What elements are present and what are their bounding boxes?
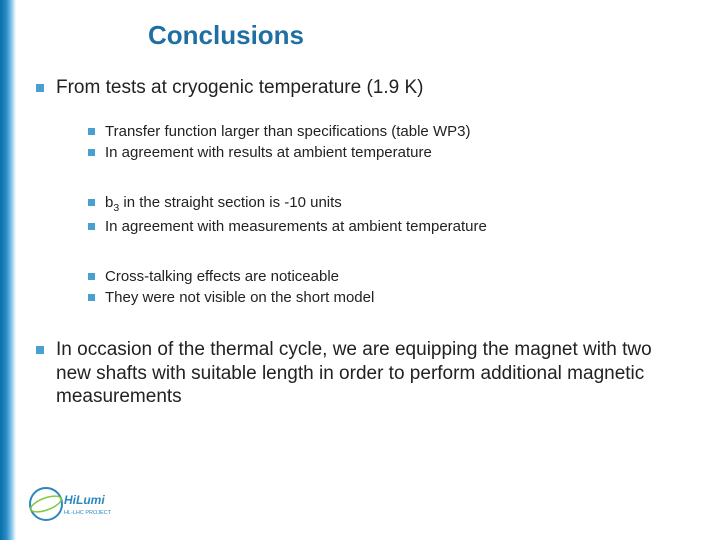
bullet-square-icon [36, 346, 44, 354]
bullet-text: Cross-talking effects are noticeable [105, 267, 339, 287]
bullet-text: In agreement with measurements at ambien… [105, 217, 487, 237]
bullet-level2: In agreement with measurements at ambien… [88, 217, 686, 237]
bullet-square-icon [88, 128, 95, 135]
bullet-level2: In agreement with results at ambient tem… [88, 143, 686, 163]
bullet-level2: They were not visible on the short model [88, 288, 686, 308]
hilumi-logo: HiLumi HL-LHC PROJECT [28, 482, 118, 526]
bullet-text: Transfer function larger than specificat… [105, 122, 470, 142]
svg-text:HiLumi: HiLumi [64, 493, 105, 507]
bullet-square-icon [88, 149, 95, 156]
bullet-square-icon [88, 294, 95, 301]
bullet-level1: In occasion of the thermal cycle, we are… [36, 338, 686, 409]
bullet-group: Transfer function larger than specificat… [88, 122, 686, 163]
bullet-square-icon [36, 84, 44, 92]
svg-text:HL-LHC PROJECT: HL-LHC PROJECT [64, 510, 112, 516]
bullet-square-icon [88, 223, 95, 230]
bullet-square-icon [88, 273, 95, 280]
bullet-text: b3 in the straight section is -10 units [105, 193, 342, 216]
bullet-level2: Transfer function larger than specificat… [88, 122, 686, 142]
bullet-square-icon [88, 199, 95, 206]
side-stripe [0, 0, 16, 540]
bullet-level2: Cross-talking effects are noticeable [88, 267, 686, 287]
bullet-text: They were not visible on the short model [105, 288, 374, 308]
bullet-group: Cross-talking effects are noticeable The… [88, 267, 686, 308]
bullet-group: b3 in the straight section is -10 units … [88, 193, 686, 237]
bullet-level2: b3 in the straight section is -10 units [88, 193, 686, 216]
slide-content: From tests at cryogenic temperature (1.9… [36, 76, 686, 431]
slide-title: Conclusions [148, 20, 304, 51]
bullet-text: In agreement with results at ambient tem… [105, 143, 432, 163]
bullet-level1: From tests at cryogenic temperature (1.9… [36, 76, 686, 100]
bullet-text: From tests at cryogenic temperature (1.9… [56, 76, 423, 100]
bullet-text: In occasion of the thermal cycle, we are… [56, 338, 686, 409]
